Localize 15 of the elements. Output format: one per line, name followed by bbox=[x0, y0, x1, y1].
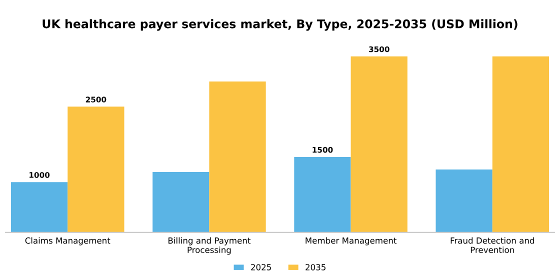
x-tick-label: Billing and Payment Processing bbox=[168, 237, 251, 255]
x-tick-label: Claims Management bbox=[25, 237, 110, 246]
bar bbox=[152, 172, 210, 232]
bar bbox=[436, 170, 492, 232]
bar bbox=[209, 82, 266, 232]
bar bbox=[10, 182, 68, 232]
bar bbox=[350, 56, 408, 232]
legend-label: 2025 bbox=[251, 264, 271, 270]
bar bbox=[68, 106, 124, 232]
x-tick-label: Member Management bbox=[306, 237, 397, 246]
bar bbox=[294, 156, 351, 232]
legend-label: 2035 bbox=[306, 264, 326, 270]
chart-title: UK healthcare payer services market, By Type, 2025-2035 (USD Million) bbox=[42, 19, 518, 31]
x-tick-label: Fraud Detection and Prevention bbox=[450, 237, 534, 254]
bar bbox=[492, 56, 550, 232]
